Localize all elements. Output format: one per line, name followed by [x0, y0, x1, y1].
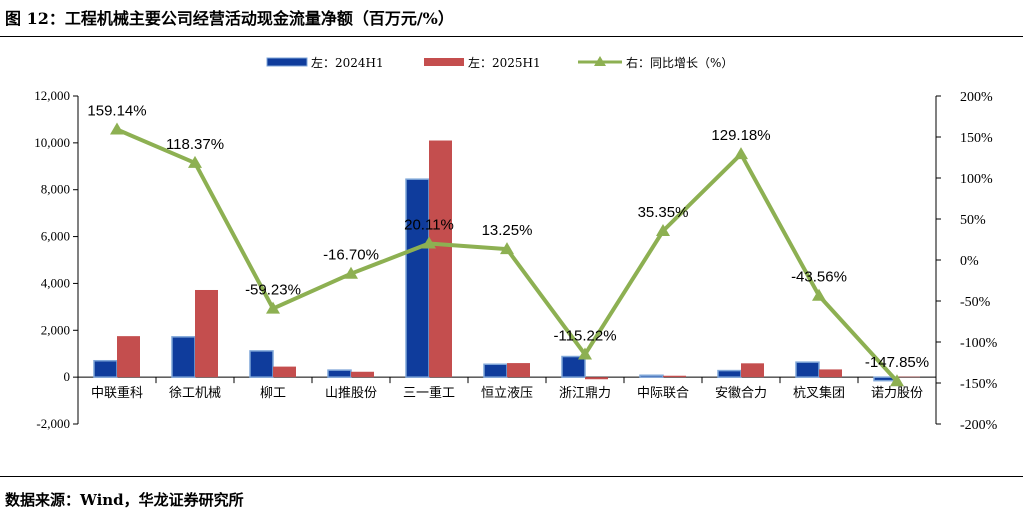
growth-point-marker — [734, 147, 748, 160]
category-label: 诺力股份 — [871, 386, 923, 401]
growth-data-label: 118.37% — [166, 136, 224, 153]
growth-data-label: 35.35% — [638, 204, 689, 221]
bar-2025h1 — [273, 366, 296, 378]
right-axis-tick-label: 200% — [960, 90, 993, 105]
bar-2025h1 — [741, 363, 764, 378]
bar-2024h1 — [405, 178, 430, 378]
bar-2025h1 — [195, 289, 218, 378]
bar-2024h1 — [249, 350, 274, 378]
growth-data-label: -147.85% — [865, 354, 929, 371]
growth-data-label: -115.22% — [553, 327, 616, 344]
category-label: 中联重科 — [91, 385, 143, 401]
bar-2024h1 — [93, 359, 118, 378]
right-axis-tick-label: 0% — [960, 254, 979, 269]
left-axis-tick-label: -2,000 — [36, 416, 70, 431]
combo-chart: -2,000 0 2,000 4,000 6,000 8,000 10,000 12,000 -… — [34, 55, 998, 433]
right-axis-tick-label: 150% — [960, 131, 993, 146]
bar-2024h1 — [171, 336, 196, 378]
growth-data-label: 129.18% — [711, 127, 770, 144]
growth-point-marker — [188, 155, 202, 168]
growth-data-label: 13.25% — [482, 222, 533, 239]
left-axis-tick-label: 8,000 — [41, 182, 70, 197]
right-axis-tick-label: 50% — [960, 213, 986, 228]
category-label: 杭叉集团 — [793, 385, 845, 401]
bar-2024h1 — [561, 355, 586, 378]
left-axis-tick-label: 4,000 — [41, 275, 70, 290]
category-label: 中际联合 — [637, 386, 689, 401]
category-label: 恒立液压 — [481, 386, 533, 401]
category-label: 山推股份 — [325, 386, 377, 401]
bar-2025h1 — [507, 363, 530, 378]
bar-2024h1 — [483, 363, 508, 378]
right-axis-tick-label: -200% — [960, 418, 998, 433]
bar-2025h1 — [351, 371, 374, 378]
bar-2025h1 — [585, 377, 608, 380]
bar-2025h1 — [429, 140, 452, 378]
bar-2025h1 — [117, 336, 140, 378]
legend-label: 左：2024H1 — [311, 55, 384, 70]
legend-swatch — [424, 58, 464, 66]
growth-point-marker — [422, 236, 436, 249]
right-axis-tick-label: -150% — [960, 377, 998, 392]
growth-data-label: -16.70% — [323, 247, 379, 264]
bar-2025h1 — [819, 369, 842, 378]
growth-data-label: 20.11% — [404, 217, 454, 234]
source-note: 数据来源：Wind，华龙证券研究所 — [5, 491, 244, 509]
category-label: 浙江鼎力 — [559, 386, 611, 401]
legend-swatch-marker — [594, 56, 606, 66]
bar-2024h1 — [327, 369, 352, 378]
bottom-rule — [0, 476, 1023, 477]
category-label: 徐工机械 — [169, 386, 221, 401]
left-axis-tick-label: 2,000 — [41, 322, 70, 337]
category-label: 柳工 — [260, 386, 286, 401]
growth-data-label: -43.56% — [791, 269, 847, 286]
growth-data-label: 159.14% — [87, 103, 146, 120]
growth-line — [116, 127, 899, 383]
growth-point-marker — [578, 347, 592, 360]
bar-2024h1 — [795, 361, 820, 378]
growth-point-marker — [344, 266, 358, 279]
bar-2025h1 — [897, 376, 920, 378]
category-label: 安徽合力 — [715, 386, 767, 401]
left-axis-tick-label: 10,000 — [34, 135, 70, 150]
bar-2025h1 — [663, 375, 686, 378]
left-axis-tick-label: 0 — [64, 369, 71, 384]
growth-point-marker — [890, 374, 904, 387]
top-rule — [0, 36, 1023, 37]
growth-point-marker — [110, 122, 124, 135]
right-axis-tick-label: -50% — [960, 295, 991, 310]
left-axis-tick-label: 6,000 — [41, 229, 70, 244]
bar-2024h1 — [717, 369, 742, 378]
growth-point-marker — [656, 224, 670, 237]
bar-2024h1 — [639, 374, 664, 378]
figure-title: 图 12：工程机械主要公司经营活动现金流量净额（百万元/%） — [5, 9, 454, 28]
left-axis-tick-label: 12,000 — [34, 88, 70, 103]
legend-swatch — [266, 57, 308, 67]
legend-label: 右：同比增长（%） — [626, 55, 733, 70]
growth-point-marker — [266, 301, 280, 314]
growth-data-label: -59.23% — [245, 282, 301, 299]
right-axis-tick-label: -100% — [960, 336, 998, 351]
right-axis-tick-label: 100% — [960, 172, 993, 187]
category-label: 三一重工 — [403, 385, 455, 401]
legend-label: 左：2025H1 — [468, 55, 541, 70]
growth-point-marker — [500, 242, 514, 255]
growth-point-marker — [812, 288, 826, 301]
